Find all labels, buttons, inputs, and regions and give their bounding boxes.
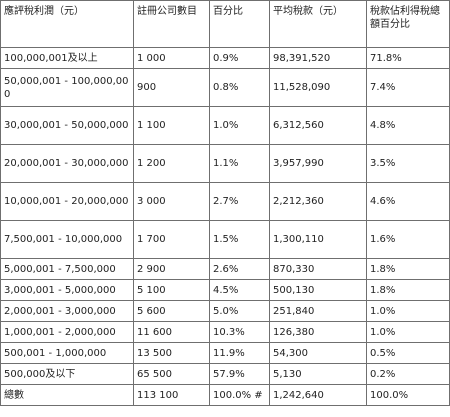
header-tax-share: 稅款佔利得稅總額百分比	[366, 0, 450, 48]
company-count-cell: 2 900	[133, 258, 210, 280]
tax-share-cell: 1.6%	[366, 220, 450, 259]
average-tax-cell: 3,957,990	[269, 144, 367, 183]
tax-share-cell: 4.6%	[366, 182, 450, 221]
percentage-cell: 0.9%	[209, 47, 270, 69]
company-count-cell: 1 000	[133, 47, 210, 69]
table-row: 5,000,001 - 7,500,000 2 900 2.6% 870,330…	[0, 258, 450, 280]
total-tax-share-cell: 100.0%	[366, 384, 450, 406]
header-row: 應評稅利潤（元） 註冊公司數目 百分比 平均稅款（元） 稅款佔利得稅總額百分比	[0, 0, 450, 48]
profit-range-cell: 50,000,001 - 100,000,000	[0, 68, 134, 107]
percentage-cell: 2.7%	[209, 182, 270, 221]
company-count-cell: 65 500	[133, 363, 210, 385]
profit-range-cell: 2,000,001 - 3,000,000	[0, 300, 134, 322]
percentage-cell: 0.8%	[209, 68, 270, 107]
tax-share-cell: 0.2%	[366, 363, 450, 385]
tax-share-cell: 0.5%	[366, 342, 450, 364]
company-count-cell: 5 600	[133, 300, 210, 322]
table-row: 500,000及以下 65 500 57.9% 5,130 0.2%	[0, 363, 450, 385]
total-average-tax-cell: 1,242,640	[269, 384, 367, 406]
percentage-cell: 1.1%	[209, 144, 270, 183]
average-tax-cell: 98,391,520	[269, 47, 367, 69]
table-row: 7,500,001 - 10,000,000 1 700 1.5% 1,300,…	[0, 220, 450, 259]
percentage-cell: 2.6%	[209, 258, 270, 280]
profit-range-cell: 3,000,001 - 5,000,000	[0, 279, 134, 301]
tax-share-cell: 1.0%	[366, 300, 450, 322]
table-row: 500,001 - 1,000,000 13 500 11.9% 54,300 …	[0, 342, 450, 364]
average-tax-cell: 870,330	[269, 258, 367, 280]
percentage-cell: 11.9%	[209, 342, 270, 364]
profits-tax-table: 應評稅利潤（元） 註冊公司數目 百分比 平均稅款（元） 稅款佔利得稅總額百分比 …	[0, 0, 450, 406]
table-row: 30,000,001 - 50,000,000 1 100 1.0% 6,312…	[0, 106, 450, 145]
tax-share-cell: 4.8%	[366, 106, 450, 145]
tax-share-cell: 7.4%	[366, 68, 450, 107]
total-percentage-cell: 100.0% #	[209, 384, 270, 406]
average-tax-cell: 2,212,360	[269, 182, 367, 221]
total-row: 總數 113 100 100.0% # 1,242,640 100.0%	[0, 384, 450, 406]
percentage-cell: 10.3%	[209, 321, 270, 343]
tax-share-cell: 1.8%	[366, 279, 450, 301]
company-count-cell: 1 700	[133, 220, 210, 259]
percentage-cell: 1.0%	[209, 106, 270, 145]
average-tax-cell: 5,130	[269, 363, 367, 385]
company-count-cell: 3 000	[133, 182, 210, 221]
tax-share-cell: 3.5%	[366, 144, 450, 183]
profit-range-cell: 5,000,001 - 7,500,000	[0, 258, 134, 280]
percentage-cell: 1.5%	[209, 220, 270, 259]
profit-range-cell: 100,000,001及以上	[0, 47, 134, 69]
company-count-cell: 1 200	[133, 144, 210, 183]
tax-share-cell: 71.8%	[366, 47, 450, 69]
table-row: 100,000,001及以上 1 000 0.9% 98,391,520 71.…	[0, 47, 450, 69]
profit-range-cell: 10,000,001 - 20,000,000	[0, 182, 134, 221]
average-tax-cell: 54,300	[269, 342, 367, 364]
header-average-tax: 平均稅款（元）	[269, 0, 367, 48]
percentage-cell: 57.9%	[209, 363, 270, 385]
table-row: 1,000,001 - 2,000,000 11 600 10.3% 126,3…	[0, 321, 450, 343]
total-label-cell: 總數	[0, 384, 134, 406]
total-company-count-cell: 113 100	[133, 384, 210, 406]
tax-share-cell: 1.8%	[366, 258, 450, 280]
company-count-cell: 1 100	[133, 106, 210, 145]
table-row: 20,000,001 - 30,000,000 1 200 1.1% 3,957…	[0, 144, 450, 183]
average-tax-cell: 500,130	[269, 279, 367, 301]
header-assessable-profits: 應評稅利潤（元）	[0, 0, 134, 48]
profit-range-cell: 500,000及以下	[0, 363, 134, 385]
table-row: 2,000,001 - 3,000,000 5 600 5.0% 251,840…	[0, 300, 450, 322]
profit-range-cell: 20,000,001 - 30,000,000	[0, 144, 134, 183]
profit-range-cell: 7,500,001 - 10,000,000	[0, 220, 134, 259]
percentage-cell: 4.5%	[209, 279, 270, 301]
profit-range-cell: 1,000,001 - 2,000,000	[0, 321, 134, 343]
company-count-cell: 13 500	[133, 342, 210, 364]
average-tax-cell: 126,380	[269, 321, 367, 343]
average-tax-cell: 6,312,560	[269, 106, 367, 145]
company-count-cell: 5 100	[133, 279, 210, 301]
company-count-cell: 11 600	[133, 321, 210, 343]
average-tax-cell: 1,300,110	[269, 220, 367, 259]
average-tax-cell: 11,528,090	[269, 68, 367, 107]
header-percentage: 百分比	[209, 0, 270, 48]
company-count-cell: 900	[133, 68, 210, 107]
tax-share-cell: 1.0%	[366, 321, 450, 343]
percentage-cell: 5.0%	[209, 300, 270, 322]
average-tax-cell: 251,840	[269, 300, 367, 322]
profit-range-cell: 500,001 - 1,000,000	[0, 342, 134, 364]
profit-range-cell: 30,000,001 - 50,000,000	[0, 106, 134, 145]
table-row: 3,000,001 - 5,000,000 5 100 4.5% 500,130…	[0, 279, 450, 301]
table-row: 10,000,001 - 20,000,000 3 000 2.7% 2,212…	[0, 182, 450, 221]
table-row: 50,000,001 - 100,000,000 900 0.8% 11,528…	[0, 68, 450, 107]
header-company-count: 註冊公司數目	[133, 0, 210, 48]
